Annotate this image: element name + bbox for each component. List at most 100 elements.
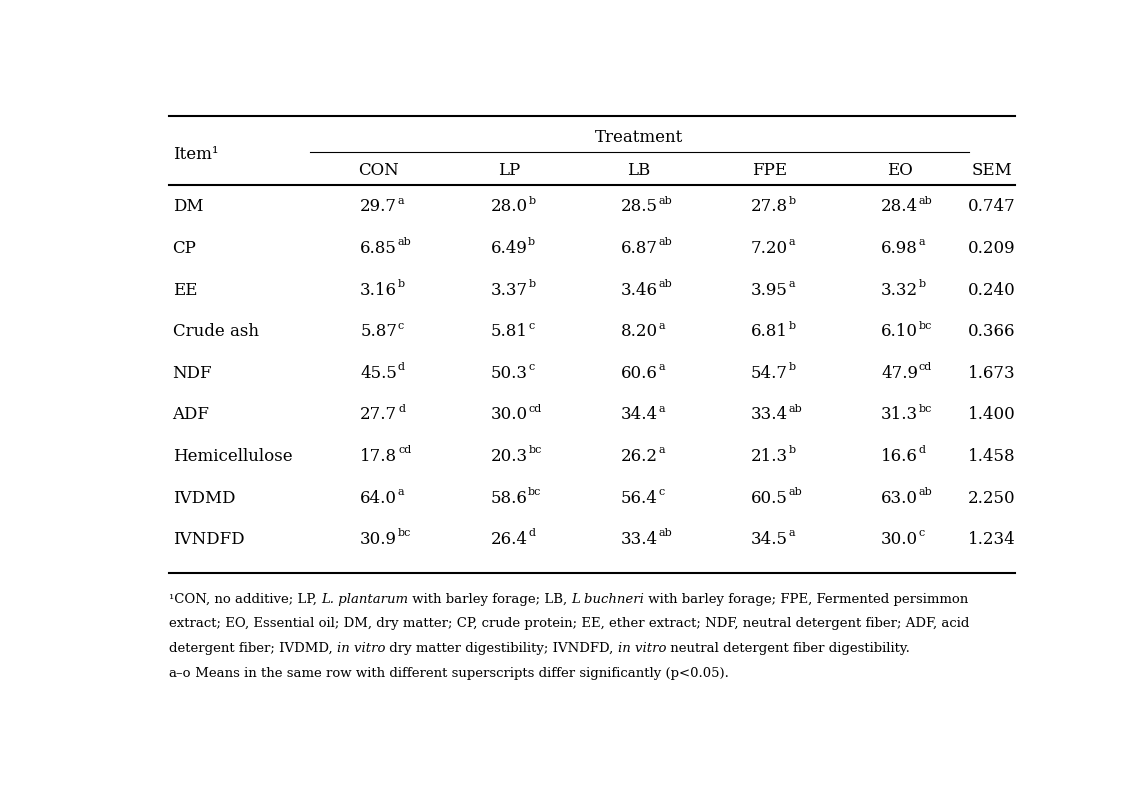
Text: ab: ab (789, 487, 803, 497)
Text: DM: DM (173, 198, 203, 216)
Text: 5.81: 5.81 (490, 323, 528, 340)
Text: EO: EO (886, 162, 913, 179)
Text: 0.240: 0.240 (968, 282, 1016, 298)
Text: b: b (789, 320, 796, 331)
Text: in vitro: in vitro (617, 642, 666, 655)
Text: b: b (919, 279, 926, 289)
Text: ab: ab (658, 528, 672, 538)
Text: 58.6: 58.6 (490, 490, 528, 507)
Text: bc: bc (528, 487, 542, 497)
Text: 33.4: 33.4 (621, 531, 657, 548)
Text: IVNDFD: IVNDFD (173, 531, 244, 548)
Text: 8.20: 8.20 (621, 323, 657, 340)
Text: b: b (398, 279, 405, 289)
Text: 26.2: 26.2 (621, 448, 657, 465)
Text: bc: bc (528, 445, 542, 455)
Text: c: c (528, 320, 535, 331)
Text: a: a (398, 196, 404, 205)
Text: LB: LB (627, 162, 650, 179)
Text: 28.0: 28.0 (490, 198, 528, 216)
Text: ADF: ADF (173, 406, 210, 423)
Text: Crude ash: Crude ash (173, 323, 259, 340)
Text: d: d (398, 404, 405, 414)
Text: 6.85: 6.85 (361, 240, 397, 257)
Text: ab: ab (398, 238, 412, 247)
Text: Hemicellulose: Hemicellulose (173, 448, 292, 465)
Text: 3.37: 3.37 (490, 282, 528, 298)
Text: 6.87: 6.87 (621, 240, 657, 257)
Text: b: b (528, 196, 536, 205)
Text: a–o: a–o (168, 667, 191, 679)
Text: 1.400: 1.400 (968, 406, 1016, 423)
Text: 28.5: 28.5 (621, 198, 657, 216)
Text: Item¹: Item¹ (173, 146, 218, 163)
Text: cd: cd (918, 362, 932, 372)
Text: 3.46: 3.46 (621, 282, 657, 298)
Text: 63.0: 63.0 (881, 490, 918, 507)
Text: 20.3: 20.3 (490, 448, 528, 465)
Text: detergent fiber; IVDMD,: detergent fiber; IVDMD, (168, 642, 337, 655)
Text: in vitro: in vitro (337, 642, 385, 655)
Text: 3.32: 3.32 (881, 282, 918, 298)
Text: 56.4: 56.4 (621, 490, 657, 507)
Text: 21.3: 21.3 (751, 448, 788, 465)
Text: with barley forage; FPE, Fermented persimmon: with barley forage; FPE, Fermented persi… (645, 593, 969, 606)
Text: FPE: FPE (752, 162, 787, 179)
Text: b: b (789, 362, 796, 372)
Text: 28.4: 28.4 (881, 198, 918, 216)
Text: EE: EE (173, 282, 197, 298)
Text: a: a (658, 320, 665, 331)
Text: bc: bc (398, 528, 411, 538)
Text: 33.4: 33.4 (751, 406, 788, 423)
Text: a: a (789, 279, 795, 289)
Text: 30.0: 30.0 (881, 531, 918, 548)
Text: 0.747: 0.747 (968, 198, 1016, 216)
Text: 27.7: 27.7 (361, 406, 397, 423)
Text: a: a (658, 404, 665, 414)
Text: a: a (658, 445, 665, 455)
Text: 50.3: 50.3 (490, 365, 528, 382)
Text: 27.8: 27.8 (751, 198, 788, 216)
Text: extract; EO, Essential oil; DM, dry matter; CP, crude protein; EE, ether extract: extract; EO, Essential oil; DM, dry matt… (168, 617, 969, 630)
Text: 60.6: 60.6 (621, 365, 657, 382)
Text: neutral detergent fiber digestibility.: neutral detergent fiber digestibility. (666, 642, 910, 655)
Text: 1.458: 1.458 (968, 448, 1016, 465)
Text: c: c (398, 320, 404, 331)
Text: a: a (918, 238, 925, 247)
Text: 0.209: 0.209 (968, 240, 1016, 257)
Text: ab: ab (789, 404, 803, 414)
Text: b: b (789, 445, 796, 455)
Text: a: a (398, 487, 404, 497)
Text: c: c (658, 487, 664, 497)
Text: 17.8: 17.8 (361, 448, 397, 465)
Text: bc: bc (918, 320, 932, 331)
Text: 1.673: 1.673 (968, 365, 1016, 382)
Text: b: b (789, 196, 796, 205)
Text: 3.16: 3.16 (361, 282, 397, 298)
Text: ¹CON, no additive; LP,: ¹CON, no additive; LP, (168, 593, 321, 606)
Text: b: b (528, 238, 535, 247)
Text: a: a (789, 238, 796, 247)
Text: a: a (789, 528, 796, 538)
Text: 34.5: 34.5 (751, 531, 788, 548)
Text: ab: ab (919, 196, 933, 205)
Text: ab: ab (918, 487, 932, 497)
Text: bc: bc (919, 404, 932, 414)
Text: 7.20: 7.20 (751, 240, 788, 257)
Text: 30.9: 30.9 (361, 531, 397, 548)
Text: 6.49: 6.49 (490, 240, 528, 257)
Text: d: d (398, 362, 405, 372)
Text: 2.250: 2.250 (968, 490, 1016, 507)
Text: a: a (658, 362, 665, 372)
Text: cd: cd (528, 404, 542, 414)
Text: dry matter digestibility; IVNDFD,: dry matter digestibility; IVNDFD, (385, 642, 617, 655)
Text: 30.0: 30.0 (490, 406, 528, 423)
Text: ab: ab (658, 279, 672, 289)
Text: 60.5: 60.5 (751, 490, 788, 507)
Text: 34.4: 34.4 (621, 406, 657, 423)
Text: 1.234: 1.234 (968, 531, 1016, 548)
Text: cd: cd (398, 445, 411, 455)
Text: NDF: NDF (173, 365, 212, 382)
Text: 45.5: 45.5 (361, 365, 397, 382)
Text: 29.7: 29.7 (361, 198, 397, 216)
